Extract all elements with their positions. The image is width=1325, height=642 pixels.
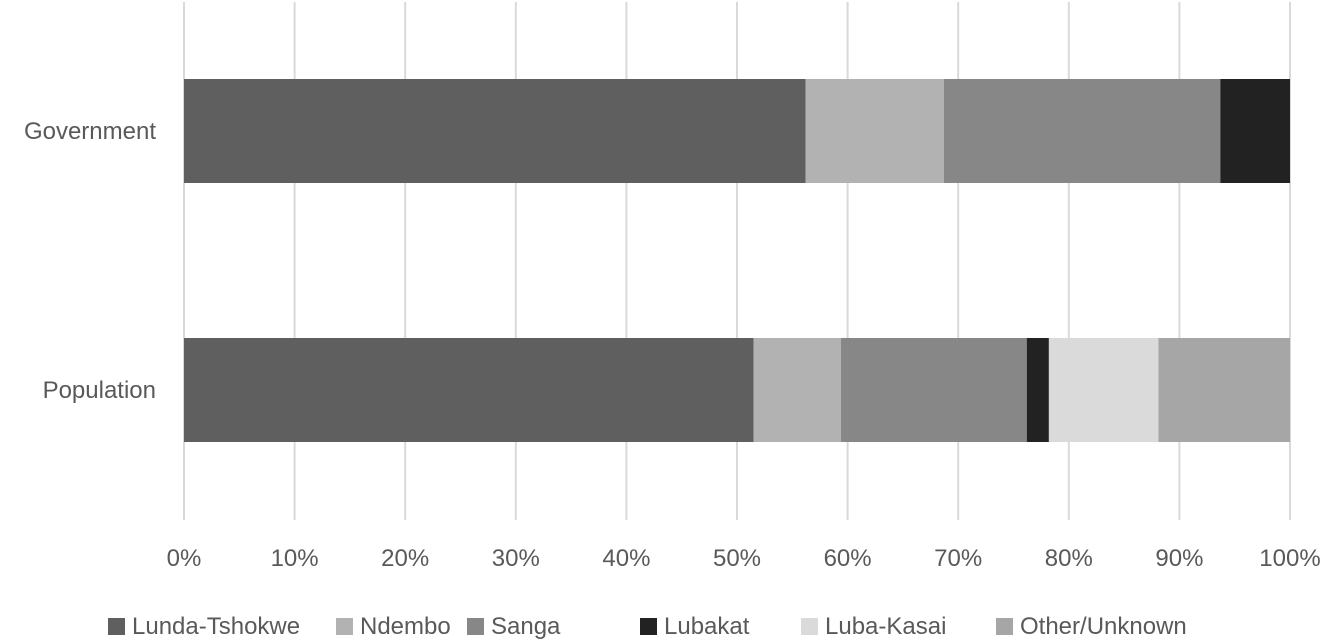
x-tick-label: 100% <box>1259 545 1320 572</box>
bar-population-luba-kasai <box>1048 338 1159 442</box>
legend-swatch-lubakat <box>640 618 657 635</box>
x-tick-label: 60% <box>824 545 872 572</box>
bar-government-lubakat <box>1220 79 1290 183</box>
legend-label-sanga: Sanga <box>491 613 561 640</box>
bar-government-lunda-tshokwe <box>184 79 806 183</box>
legend: Lunda-Tshokwe Ndembo Sanga Lubakat Luba-Kasa… <box>108 613 1187 640</box>
bars <box>184 79 1290 442</box>
bar-population-sanga <box>840 338 1027 442</box>
legend-swatch-sanga <box>467 618 484 635</box>
x-tick-labels: 0% 10% 20% 30% 40% 50% 60% 70% 80% 90% 100% <box>167 545 1321 572</box>
category-labels: Government Population <box>24 118 156 404</box>
bar-population-other-unknown <box>1158 338 1290 442</box>
x-tick-label: 90% <box>1155 545 1203 572</box>
legend-label-ndembo: Ndembo <box>360 613 451 640</box>
legend-swatch-ndembo <box>336 618 353 635</box>
legend-swatch-lunda-tshokwe <box>108 618 125 635</box>
x-tick-label: 40% <box>602 545 650 572</box>
x-tick-label: 20% <box>381 545 429 572</box>
x-tick-label: 0% <box>167 545 202 572</box>
x-tick-label: 70% <box>934 545 982 572</box>
bar-population-ndembo <box>753 338 841 442</box>
x-tick-label: 10% <box>271 545 319 572</box>
legend-swatch-luba-kasai <box>801 618 818 635</box>
bar-population-lubakat <box>1026 338 1049 442</box>
legend-label-luba-kasai: Luba-Kasai <box>825 613 946 640</box>
bar-government-sanga <box>943 79 1221 183</box>
legend-label-lubakat: Lubakat <box>664 613 750 640</box>
legend-label-lunda-tshokwe: Lunda-Tshokwe <box>132 613 300 640</box>
x-tick-label: 80% <box>1045 545 1093 572</box>
bar-government-ndembo <box>805 79 944 183</box>
x-tick-label: 30% <box>492 545 540 572</box>
legend-swatch-other-unknown <box>996 618 1013 635</box>
x-tick-label: 50% <box>713 545 761 572</box>
bar-population-lunda-tshokwe <box>184 338 754 442</box>
category-label-population: Population <box>43 377 156 404</box>
category-label-government: Government <box>24 118 156 145</box>
legend-label-other-unknown: Other/Unknown <box>1020 613 1187 640</box>
